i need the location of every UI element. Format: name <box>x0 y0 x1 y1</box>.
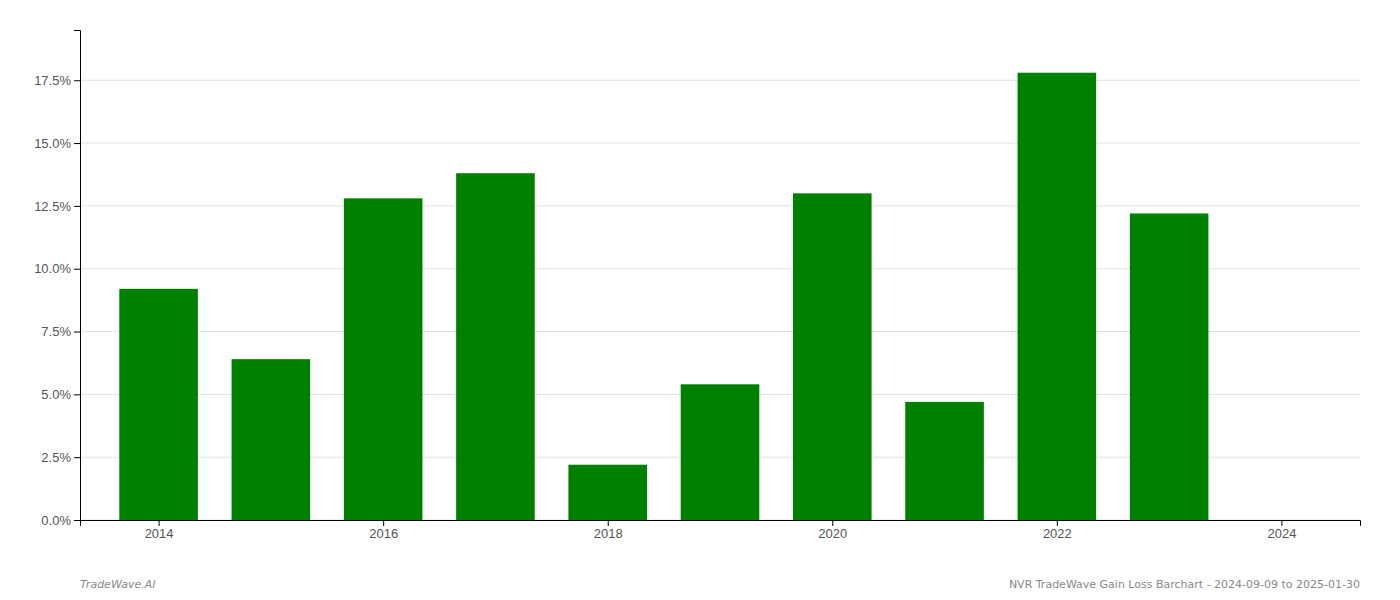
bar <box>793 193 872 520</box>
x-tick: 2022 <box>1043 520 1072 541</box>
x-axis: 2014 2016 2018 2020 2022 2024 <box>81 520 1361 541</box>
x-axis-line <box>81 521 1361 527</box>
x-tick-label: 2016 <box>369 526 398 541</box>
x-tick-mark <box>832 520 833 526</box>
bar <box>905 402 984 520</box>
grid-line <box>80 80 1360 81</box>
y-axis: 0.0% 2.5% 5.0% 7.5% 10.0% 12.5% 15.0% 17.5% <box>34 31 80 528</box>
x-tick-mark <box>1057 520 1058 526</box>
y-tick-label: 0.0% <box>41 513 71 528</box>
x-tick: 2024 <box>1267 520 1296 541</box>
y-tick: 7.5% <box>41 324 80 339</box>
y-tick-mark <box>74 520 80 521</box>
y-axis-line <box>74 31 81 521</box>
y-tick-label: 5.0% <box>41 387 71 402</box>
y-tick-mark <box>74 80 80 81</box>
y-tick-mark <box>74 394 80 395</box>
y-tick: 5.0% <box>41 387 80 402</box>
y-tick-mark <box>74 143 80 144</box>
x-tick-mark <box>608 520 609 526</box>
y-tick-label: 7.5% <box>41 324 71 339</box>
y-tick: 0.0% <box>41 513 80 528</box>
chart: 2014 2016 2018 2020 2022 2024 0.0% 2.5% 5.0% 7.5%… <box>0 0 1400 600</box>
footer-left: TradeWave.AI <box>80 578 155 591</box>
bar <box>456 173 535 520</box>
bar <box>568 465 647 520</box>
plot-area: 2014 2016 2018 2020 2022 2024 0.0% 2.5% 5.0% 7.5%… <box>34 31 1360 542</box>
footer-right: NVR TradeWave Gain Loss Barchart - 2024-… <box>1009 578 1360 591</box>
grid-line <box>80 143 1360 144</box>
x-tick: 2020 <box>818 520 847 541</box>
y-tick-mark <box>74 332 80 333</box>
y-tick-label: 10.0% <box>34 261 71 276</box>
bar <box>232 359 311 520</box>
x-tick: 2018 <box>594 520 623 541</box>
bar <box>1018 73 1097 520</box>
y-tick-label: 12.5% <box>34 199 71 214</box>
y-tick-mark <box>74 269 80 270</box>
y-tick-label: 2.5% <box>41 450 71 465</box>
x-tick: 2016 <box>369 520 398 541</box>
x-tick-label: 2020 <box>818 526 847 541</box>
y-tick: 12.5% <box>34 199 80 214</box>
grid <box>80 80 1360 520</box>
y-tick-mark <box>74 206 80 207</box>
y-tick: 17.5% <box>34 73 80 88</box>
x-tick-mark <box>383 520 384 526</box>
y-tick: 2.5% <box>41 450 80 465</box>
x-tick-label: 2024 <box>1267 526 1296 541</box>
x-tick-label: 2018 <box>594 526 623 541</box>
grid-line <box>80 205 1360 206</box>
y-tick: 10.0% <box>34 261 80 276</box>
bar <box>1130 213 1209 520</box>
y-tick-mark <box>74 457 80 458</box>
y-tick-label: 15.0% <box>34 136 71 151</box>
bars <box>119 73 1208 520</box>
x-tick: 2014 <box>145 520 174 541</box>
bar <box>681 384 760 520</box>
x-tick-label: 2014 <box>145 526 174 541</box>
y-tick: 15.0% <box>34 136 80 151</box>
y-tick-label: 17.5% <box>34 73 71 88</box>
x-tick-mark <box>1281 520 1282 526</box>
bar <box>344 198 423 520</box>
x-tick-mark <box>159 520 160 526</box>
bar <box>119 289 198 520</box>
x-tick-label: 2022 <box>1043 526 1072 541</box>
